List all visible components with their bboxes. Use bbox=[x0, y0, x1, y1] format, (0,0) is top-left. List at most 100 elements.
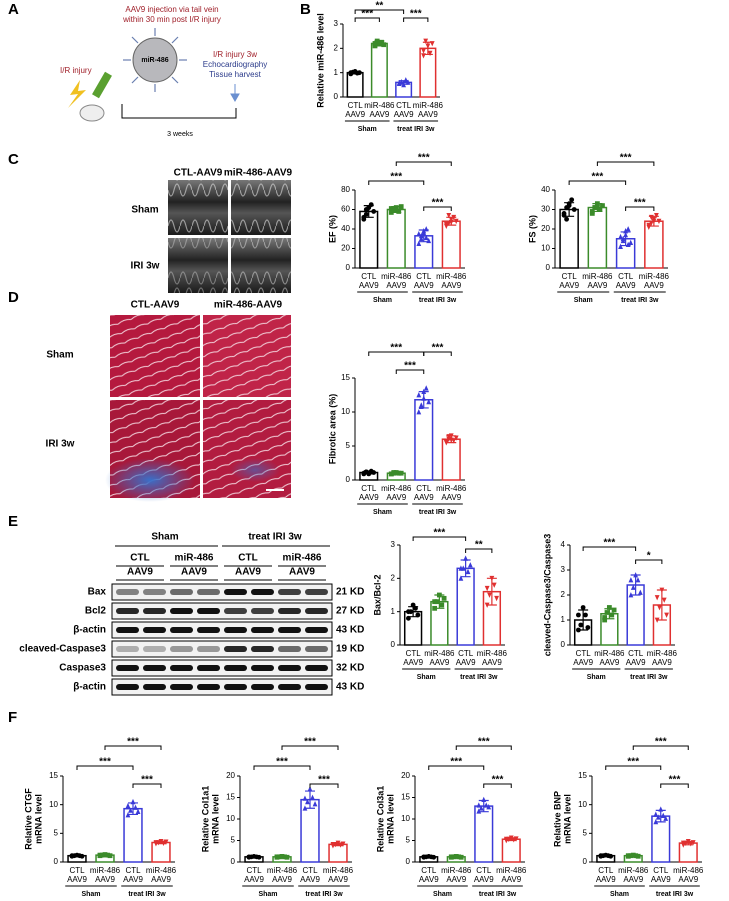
data-point bbox=[421, 48, 426, 54]
data-point bbox=[589, 211, 595, 216]
x-tick-label: AAV9 bbox=[123, 875, 143, 884]
blot-band bbox=[197, 589, 220, 595]
bar bbox=[587, 206, 608, 269]
significance-bracket bbox=[660, 783, 689, 788]
y-axis-label: Fibrotic area (%) bbox=[327, 394, 337, 465]
x-tick-label: CTL bbox=[598, 866, 614, 875]
data-point bbox=[571, 207, 577, 212]
data-point bbox=[508, 835, 514, 841]
y-tick-label: 15 bbox=[49, 771, 58, 780]
syringe bbox=[92, 71, 112, 99]
panel-letter: F bbox=[8, 709, 17, 726]
blot-size-label: 43 KD bbox=[336, 682, 364, 693]
blot-band bbox=[278, 684, 301, 690]
blot-band bbox=[197, 665, 220, 671]
data-point bbox=[443, 439, 449, 445]
x-tick-label: AAV9 bbox=[456, 658, 476, 667]
data-point bbox=[406, 615, 411, 621]
data-point bbox=[491, 582, 497, 588]
significance-label: *** bbox=[620, 153, 632, 164]
group-label: Sham bbox=[81, 891, 100, 898]
x-tick-label: AAV9 bbox=[559, 281, 579, 290]
data-point bbox=[606, 605, 612, 610]
blot-strip bbox=[111, 678, 333, 696]
y-tick-label: 0 bbox=[546, 263, 551, 272]
blot-band bbox=[305, 665, 328, 671]
blot-size-label: 32 KD bbox=[336, 663, 364, 674]
data-point bbox=[398, 470, 404, 476]
data-point bbox=[484, 585, 490, 592]
data-point bbox=[594, 203, 600, 208]
x-tick-label: CTL bbox=[361, 484, 377, 493]
x-tick-label: AAV9 bbox=[414, 281, 434, 290]
data-point bbox=[446, 434, 452, 440]
data-point bbox=[413, 605, 418, 611]
y-tick-label: 10 bbox=[401, 814, 410, 823]
data-point bbox=[661, 597, 667, 603]
schematic-text: I/R injury 3w bbox=[213, 50, 257, 59]
y-tick-label: 10 bbox=[226, 814, 235, 823]
significance-bracket bbox=[354, 9, 405, 14]
y-axis-label: Relative BNP bbox=[552, 791, 562, 847]
blot-band bbox=[251, 589, 274, 595]
blot-band bbox=[197, 627, 220, 633]
data-point bbox=[453, 854, 459, 859]
y-tick-label: 0 bbox=[54, 857, 59, 866]
data-point bbox=[664, 612, 669, 618]
blot-band bbox=[305, 627, 328, 633]
significance-label: *** bbox=[276, 757, 288, 768]
data-point bbox=[436, 592, 442, 598]
significance-label: *** bbox=[434, 528, 446, 539]
virus-spikes bbox=[123, 28, 187, 92]
blot-band bbox=[197, 684, 220, 690]
schematic-text: 3 weeks bbox=[167, 131, 193, 138]
significance-label: *** bbox=[669, 775, 681, 786]
data-point bbox=[423, 226, 429, 232]
y-axis-label: mRNA level bbox=[33, 794, 43, 844]
data-point bbox=[656, 218, 662, 225]
lane-label: miR-486 bbox=[175, 553, 214, 564]
x-tick-label: miR-486 bbox=[364, 101, 395, 110]
data-point bbox=[465, 568, 471, 575]
histology-image bbox=[110, 315, 200, 397]
data-point bbox=[653, 818, 659, 825]
data-point bbox=[125, 812, 131, 818]
column-label: miR-486-AAV9 bbox=[214, 300, 283, 311]
blot-size-label: 27 KD bbox=[336, 606, 364, 617]
blot-band bbox=[143, 684, 166, 690]
y-axis-label: cleaved-Caspase3/Caspase3 bbox=[542, 534, 552, 657]
data-point bbox=[416, 409, 422, 415]
data-point bbox=[503, 836, 509, 843]
data-point bbox=[456, 854, 462, 860]
echo-image bbox=[231, 180, 291, 235]
data-point bbox=[646, 222, 652, 228]
data-point bbox=[396, 209, 402, 214]
row-label: Sham bbox=[131, 205, 158, 216]
data-point bbox=[618, 243, 623, 249]
significance-label: *** bbox=[418, 153, 430, 164]
x-tick-label: AAV9 bbox=[616, 281, 636, 290]
data-point bbox=[458, 565, 464, 571]
x-tick-label: CTL bbox=[69, 866, 85, 875]
significance-bracket bbox=[309, 783, 339, 788]
blot-band bbox=[305, 646, 328, 652]
group-label: treat IRI 3w bbox=[479, 891, 517, 898]
echo-image bbox=[168, 238, 228, 293]
timeline bbox=[121, 104, 237, 119]
blot-band bbox=[116, 665, 139, 671]
significance-label: *** bbox=[634, 198, 646, 209]
blot-band bbox=[224, 684, 247, 690]
blot-band bbox=[278, 608, 301, 614]
x-tick-label: AAV9 bbox=[652, 658, 672, 667]
data-point bbox=[279, 854, 285, 859]
x-tick-label: CTL bbox=[458, 649, 474, 658]
data-point bbox=[625, 241, 631, 247]
data-point bbox=[423, 385, 429, 391]
x-tick-label: AAV9 bbox=[386, 493, 406, 502]
data-point bbox=[564, 216, 569, 222]
x-tick-label: miR-486 bbox=[436, 272, 467, 281]
data-point bbox=[421, 388, 427, 394]
data-point bbox=[451, 854, 457, 860]
